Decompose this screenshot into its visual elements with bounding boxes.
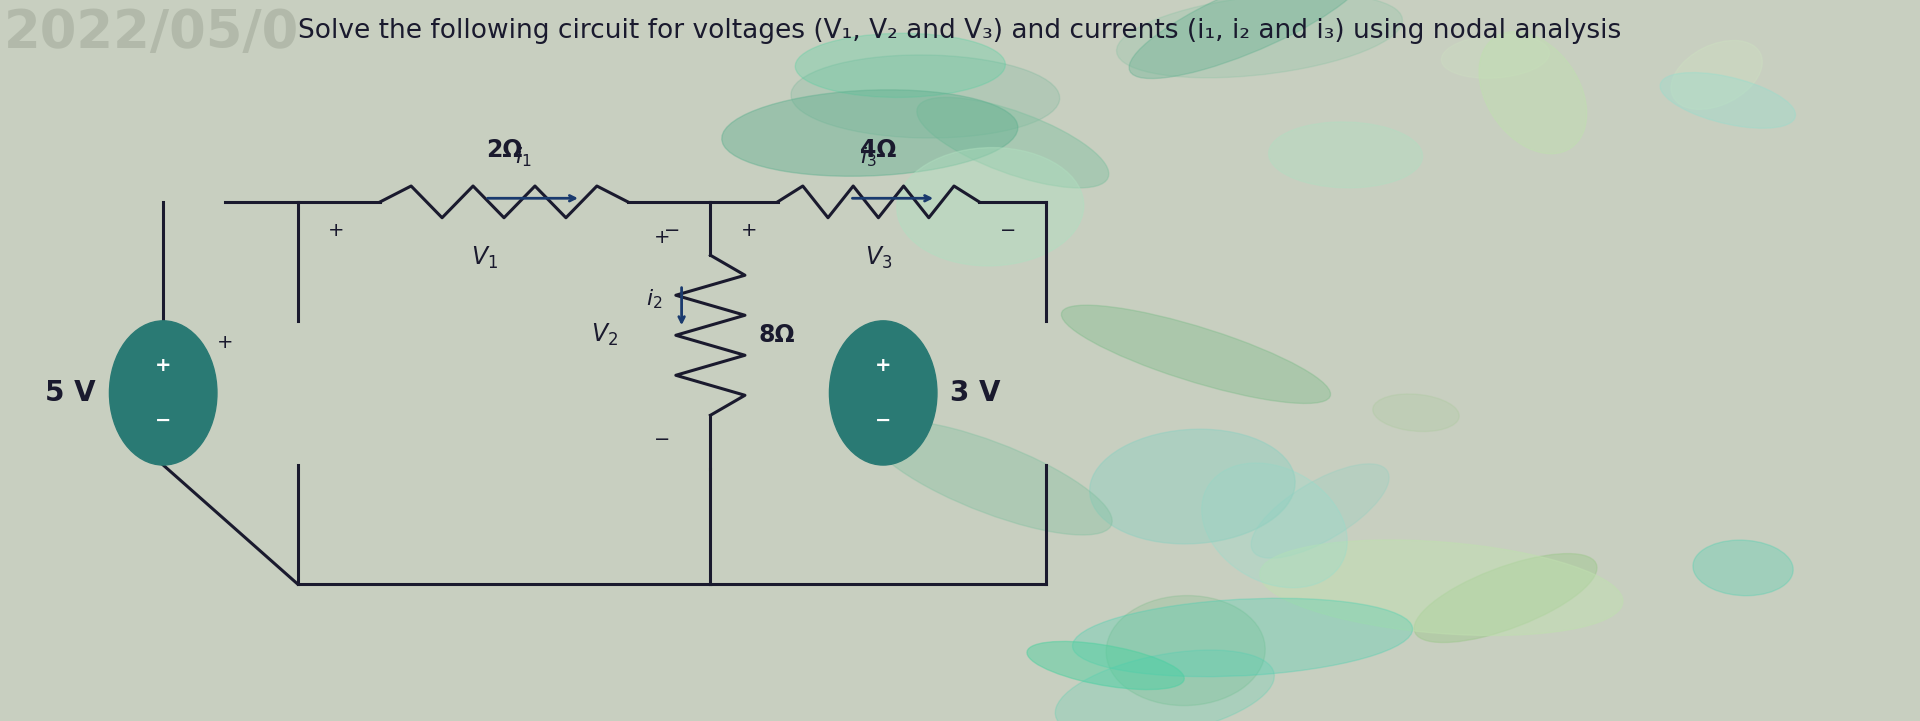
Ellipse shape xyxy=(1117,0,1402,78)
Text: 3 V: 3 V xyxy=(950,379,1000,407)
Text: 4Ω: 4Ω xyxy=(860,138,897,162)
Ellipse shape xyxy=(1073,598,1413,676)
Ellipse shape xyxy=(1202,463,1348,588)
Ellipse shape xyxy=(1260,540,1622,635)
Text: +: + xyxy=(217,333,232,352)
Text: +: + xyxy=(156,356,171,375)
Ellipse shape xyxy=(1106,596,1265,706)
Ellipse shape xyxy=(1129,0,1367,79)
Ellipse shape xyxy=(1478,32,1586,154)
Text: $i_2$: $i_2$ xyxy=(645,288,662,311)
Text: $V_1$: $V_1$ xyxy=(470,245,499,271)
Text: −: − xyxy=(1000,221,1016,240)
Ellipse shape xyxy=(722,90,1018,176)
Text: $V_2$: $V_2$ xyxy=(591,322,618,348)
Text: +: + xyxy=(655,229,670,247)
Text: $i_3$: $i_3$ xyxy=(860,146,877,169)
Ellipse shape xyxy=(109,321,217,465)
Text: −: − xyxy=(876,411,891,430)
Ellipse shape xyxy=(1442,35,1549,79)
Text: $V_3$: $V_3$ xyxy=(864,245,893,271)
Ellipse shape xyxy=(829,321,937,465)
Text: Solve the following circuit for voltages (V₁, V₂ and V₃) and currents (i₁, i₂ an: Solve the following circuit for voltages… xyxy=(298,18,1622,44)
Text: 2Ω: 2Ω xyxy=(486,138,522,162)
Ellipse shape xyxy=(870,420,1112,535)
Ellipse shape xyxy=(795,33,1006,97)
Text: 5 V: 5 V xyxy=(46,379,96,407)
Ellipse shape xyxy=(1661,73,1795,128)
Text: $i_1$: $i_1$ xyxy=(515,146,532,169)
Ellipse shape xyxy=(1252,464,1388,558)
Text: −: − xyxy=(156,411,171,430)
Ellipse shape xyxy=(1269,122,1423,188)
Ellipse shape xyxy=(897,148,1083,266)
Ellipse shape xyxy=(1373,394,1459,432)
Text: +: + xyxy=(741,221,756,240)
Ellipse shape xyxy=(1056,650,1275,721)
Ellipse shape xyxy=(1091,429,1296,544)
Ellipse shape xyxy=(791,55,1060,138)
Text: +: + xyxy=(328,221,344,240)
Text: −: − xyxy=(664,221,680,240)
Text: +: + xyxy=(876,356,891,375)
Ellipse shape xyxy=(1062,305,1331,404)
Ellipse shape xyxy=(1415,554,1597,642)
Ellipse shape xyxy=(1693,540,1793,596)
Text: 2022/05/0: 2022/05/0 xyxy=(4,7,300,59)
Text: −: − xyxy=(655,430,670,449)
Text: 8Ω: 8Ω xyxy=(758,323,795,348)
Ellipse shape xyxy=(918,97,1108,188)
Ellipse shape xyxy=(1670,40,1763,110)
Ellipse shape xyxy=(1027,642,1185,689)
